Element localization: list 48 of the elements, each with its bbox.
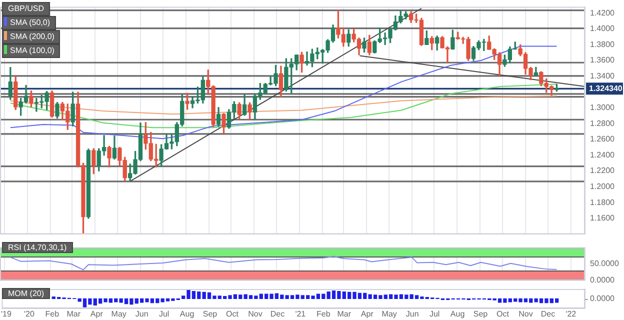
x-tick-label: Dec [270, 309, 285, 318]
x-tick-label: Oct [226, 309, 240, 318]
x-tick-label: Jun [406, 309, 419, 318]
y-tick-label: 1.3600 [590, 56, 616, 65]
x-tick-label: Nov [248, 309, 262, 318]
y-tick-label: 1.1800 [590, 198, 616, 207]
legend-label: SMA (200,0) [2, 30, 60, 44]
x-tick-label: Aug [450, 309, 465, 318]
y-tick-label: 50.0000 [590, 259, 620, 268]
x-tick-label: May [111, 309, 126, 318]
x-tick-label: Jun [135, 309, 148, 318]
legend-label: SMA (100,0) [2, 44, 60, 58]
chart-title: MOM (20) [2, 288, 50, 299]
y-tick-label: 0.0000 [590, 275, 616, 284]
x-tick-label: Apr [360, 309, 374, 318]
ref-line-label: 1.324340 [589, 84, 623, 93]
y-tick-label: 1.3400 [590, 71, 616, 80]
x-tick-label: Feb [316, 309, 331, 318]
x-tick-label: '20 [24, 309, 35, 318]
y-tick-label: 1.1600 [590, 214, 616, 223]
x-tick-label: Dec [540, 309, 556, 318]
x-tick-label: Mar [66, 309, 81, 318]
x-tick-label: '22 [566, 309, 577, 318]
x-tick-label: Mar [337, 309, 352, 318]
chart-title: GBP/USD [2, 2, 50, 16]
x-tick-label: Feb [45, 309, 60, 318]
x-tick-label: Sep [473, 309, 488, 318]
y-tick-label: 1.2000 [590, 182, 616, 192]
x-tick-label: Oct [496, 309, 510, 318]
y-tick-label: 1.2800 [590, 118, 616, 128]
x-tick-label: Jul [429, 309, 440, 318]
y-tick-label: 1.2400 [590, 150, 616, 160]
legend-label: SMA (50,0) [2, 16, 56, 30]
y-tick-label: 1.4200 [590, 8, 616, 18]
x-tick-label: '19 [0, 309, 12, 318]
x-tick-label: Apr [90, 309, 104, 318]
chart-title: RSI (14,70,30,1) [2, 242, 73, 253]
x-tick-label: '21 [295, 309, 306, 318]
y-tick-label: 1.4000 [590, 24, 616, 34]
x-tick-label: Nov [518, 309, 533, 318]
y-tick-label: 1.2200 [590, 166, 616, 176]
x-tick-label: May [382, 309, 397, 318]
y-tick-label: 1.3800 [590, 40, 616, 49]
x-tick-label: Sep [202, 309, 218, 318]
x-tick-label: Jul [158, 309, 170, 318]
x-tick-label: Aug [180, 309, 194, 318]
y-tick-label: 1.3000 [590, 103, 616, 112]
y-tick-label: 1.2600 [590, 134, 616, 144]
